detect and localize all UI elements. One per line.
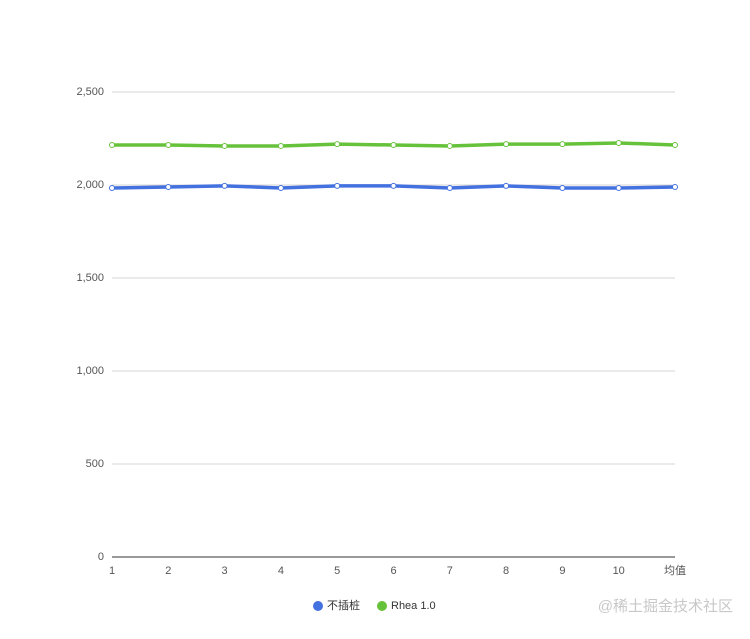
y-tick-label: 2,000 — [76, 179, 104, 191]
x-tick-label: 4 — [278, 565, 284, 577]
x-tick-label: 均值 — [664, 564, 686, 577]
data-point — [165, 142, 172, 149]
watermark: @稀土掘金技术社区 — [598, 598, 733, 615]
data-point — [503, 182, 510, 189]
data-point — [277, 142, 284, 149]
data-point — [559, 141, 566, 148]
data-point — [615, 139, 622, 146]
x-tick-label: 1 — [109, 565, 115, 577]
y-tick-label: 1,000 — [76, 365, 104, 377]
legend-label: Rhea 1.0 — [391, 600, 436, 612]
data-point — [503, 141, 510, 148]
x-tick-label: 10 — [613, 565, 625, 577]
data-point — [615, 184, 622, 191]
y-tick-label: 2,500 — [76, 86, 104, 98]
data-point — [446, 184, 453, 191]
data-point — [390, 182, 397, 189]
data-point — [109, 142, 115, 149]
x-tick-label: 5 — [334, 565, 340, 577]
x-tick-label: 8 — [503, 565, 509, 577]
x-tick-label: 7 — [447, 565, 453, 577]
data-point — [221, 182, 228, 189]
data-point — [109, 184, 115, 191]
data-point — [559, 184, 566, 191]
x-tick-label: 2 — [165, 565, 171, 577]
data-point — [446, 142, 453, 149]
y-tick-label: 0 — [98, 551, 104, 563]
data-point — [390, 142, 397, 149]
data-point — [334, 182, 341, 189]
data-point — [165, 184, 172, 191]
x-tick-label: 3 — [222, 565, 228, 577]
y-tick-label: 1,500 — [76, 272, 104, 284]
data-point — [221, 142, 228, 149]
data-point — [277, 184, 284, 191]
data-point — [672, 184, 678, 191]
x-tick-label: 9 — [559, 565, 565, 577]
legend-marker — [313, 601, 323, 611]
data-point — [334, 141, 341, 148]
legend-marker — [377, 601, 387, 611]
x-tick-label: 6 — [390, 565, 396, 577]
legend-label: 不插桩 — [327, 598, 360, 612]
y-tick-label: 500 — [86, 458, 104, 470]
data-point — [672, 142, 678, 149]
